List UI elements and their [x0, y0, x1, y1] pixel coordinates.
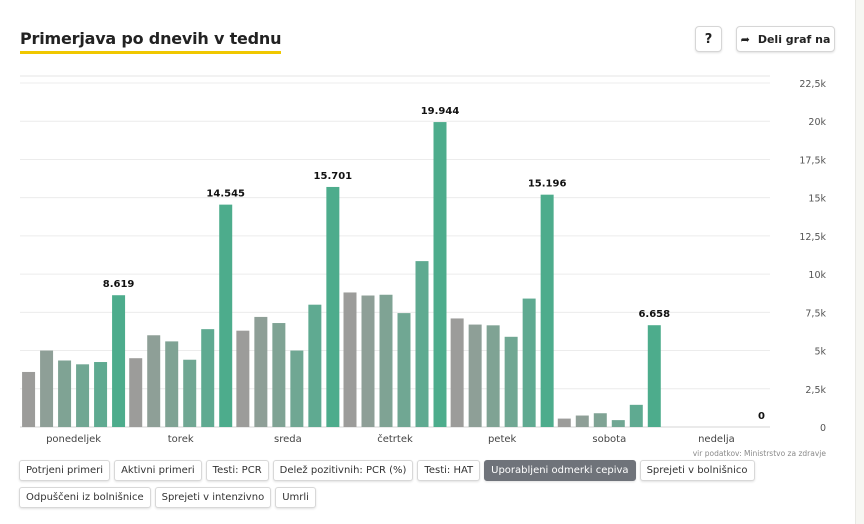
- x-tick-label: četrtek: [377, 433, 413, 445]
- value-label: 14.545: [206, 189, 245, 200]
- bar[interactable]: [557, 418, 571, 427]
- metric-filter-button[interactable]: Testi: PCR: [205, 460, 269, 481]
- y-tick-label: 7,5k: [805, 308, 826, 319]
- help-button[interactable]: ?: [695, 26, 722, 52]
- grid-lines: [20, 75, 770, 428]
- bar[interactable]: [165, 341, 179, 427]
- metric-filter-button[interactable]: Odpuščeni iz bolnišnice: [19, 487, 151, 508]
- help-label: ?: [704, 31, 713, 47]
- bar[interactable]: [129, 358, 143, 427]
- source-note: vir podatkov: Ministrstvo za zdravje: [693, 449, 827, 458]
- share-label: Deli graf na: [757, 32, 831, 46]
- bar[interactable]: [397, 313, 411, 427]
- bar[interactable]: [593, 413, 607, 427]
- x-tick-label: sreda: [274, 434, 302, 445]
- bar[interactable]: [361, 295, 375, 427]
- bar[interactable]: [433, 122, 447, 427]
- value-label: 15.196: [528, 179, 567, 190]
- bar[interactable]: [290, 350, 304, 427]
- metric-filter-button[interactable]: Potrjeni primeri: [19, 460, 111, 481]
- bar[interactable]: [94, 362, 108, 427]
- x-tick-label: torek: [168, 434, 194, 445]
- bar[interactable]: [379, 294, 393, 427]
- y-tick-label: 12,5k: [799, 232, 826, 243]
- metric-filter-button[interactable]: Testi: HAT: [417, 460, 481, 481]
- metric-filter-button[interactable]: Umrli: [275, 487, 316, 508]
- metric-filter-button[interactable]: Delež pozitivnih: PCR (%): [272, 460, 414, 481]
- bar[interactable]: [343, 292, 357, 427]
- value-label: 19.944: [421, 106, 460, 117]
- value-label: 0: [758, 411, 765, 422]
- value-label: 8.619: [103, 279, 135, 290]
- page-title: Primerjava po dnevih v tednu: [20, 28, 282, 54]
- metric-filter-button[interactable]: Aktivni primeri: [114, 460, 202, 481]
- x-tick-label: petek: [488, 434, 517, 445]
- bar[interactable]: [468, 324, 482, 427]
- value-label: 6.658: [638, 309, 670, 320]
- share-arrow-icon: ➦: [740, 32, 750, 46]
- bar[interactable]: [147, 335, 161, 427]
- bar[interactable]: [254, 316, 268, 427]
- bar[interactable]: [22, 371, 36, 427]
- bar[interactable]: [183, 359, 197, 427]
- bar[interactable]: [415, 261, 429, 427]
- bar[interactable]: [629, 404, 643, 427]
- bar-chart: 0 2,5k 5k 7,5k 10k 12,5k 15k 17,5k 20k 22,5k 8.619…: [20, 75, 827, 458]
- y-tick-label: 22,5k: [799, 79, 826, 90]
- bar[interactable]: [112, 295, 126, 427]
- bar[interactable]: [450, 318, 464, 427]
- x-tick-label: ponedeljek: [46, 434, 101, 445]
- labels: 0 2,5k 5k 7,5k 10k 12,5k 15k 17,5k 20k 22,5k 8.619…: [46, 79, 826, 445]
- y-tick-label: 10k: [808, 270, 826, 281]
- y-tick-label: 2,5k: [805, 385, 826, 396]
- share-button[interactable]: ➦ Deli graf na: [736, 26, 835, 52]
- y-tick-label: 17,5k: [799, 155, 826, 166]
- y-tick-label: 0: [820, 423, 826, 434]
- metric-filter-button[interactable]: Uporabljeni odmerki cepiva: [484, 460, 636, 481]
- y-tick-label: 5k: [814, 347, 826, 358]
- bar[interactable]: [272, 323, 286, 427]
- bar[interactable]: [522, 298, 536, 427]
- bar[interactable]: [326, 186, 340, 427]
- bar[interactable]: [504, 336, 518, 427]
- bar[interactable]: [308, 304, 322, 427]
- bar[interactable]: [647, 325, 661, 427]
- bar[interactable]: [611, 420, 625, 427]
- bar[interactable]: [575, 415, 589, 427]
- bar[interactable]: [540, 194, 554, 427]
- bar[interactable]: [201, 329, 215, 427]
- value-label: 15.701: [314, 171, 353, 182]
- metric-filter-bar: Potrjeni primeri Aktivni primeri Testi: PC…: [19, 460, 809, 508]
- bar[interactable]: [40, 350, 54, 427]
- metric-filter-button[interactable]: Sprejeti v bolnišnico: [639, 460, 755, 481]
- bar[interactable]: [219, 204, 233, 427]
- bar[interactable]: [58, 360, 72, 427]
- y-tick-label: 15k: [808, 194, 826, 205]
- bars: [22, 122, 661, 427]
- x-tick-label: sobota: [592, 434, 626, 445]
- metric-filter-button[interactable]: Sprejeti v intenzivno: [154, 487, 272, 508]
- bar[interactable]: [76, 364, 90, 427]
- x-tick-label: nedelja: [698, 434, 735, 445]
- y-tick-label: 20k: [808, 117, 826, 128]
- bar[interactable]: [486, 325, 500, 427]
- bar[interactable]: [236, 330, 250, 427]
